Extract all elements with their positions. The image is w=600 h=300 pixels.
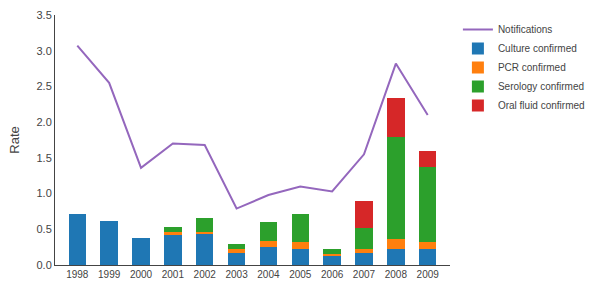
svg-text:2001: 2001 xyxy=(162,269,185,280)
svg-text:Notifications: Notifications xyxy=(498,24,552,35)
svg-text:1998: 1998 xyxy=(66,269,89,280)
svg-text:1.5: 1.5 xyxy=(37,152,52,164)
svg-text:2005: 2005 xyxy=(289,269,312,280)
svg-text:2.0: 2.0 xyxy=(37,116,52,128)
svg-text:0.0: 0.0 xyxy=(37,259,52,271)
svg-text:2009: 2009 xyxy=(417,269,440,280)
svg-text:0.5: 0.5 xyxy=(37,223,52,235)
svg-text:Rate: Rate xyxy=(7,126,22,153)
svg-text:1999: 1999 xyxy=(98,269,121,280)
svg-text:2004: 2004 xyxy=(257,269,280,280)
svg-text:2008: 2008 xyxy=(385,269,408,280)
svg-text:2002: 2002 xyxy=(194,269,217,280)
svg-text:2003: 2003 xyxy=(225,269,248,280)
svg-text:Oral fluid confirmed: Oral fluid confirmed xyxy=(498,100,585,111)
svg-text:2000: 2000 xyxy=(130,269,153,280)
svg-text:2007: 2007 xyxy=(353,269,376,280)
svg-text:Serology confirmed: Serology confirmed xyxy=(498,81,584,92)
svg-text:Culture confirmed: Culture confirmed xyxy=(498,43,577,54)
svg-text:3.0: 3.0 xyxy=(37,45,52,57)
svg-text:PCR confirmed: PCR confirmed xyxy=(498,62,566,73)
svg-text:1.0: 1.0 xyxy=(37,187,52,199)
svg-text:2006: 2006 xyxy=(321,269,344,280)
svg-text:3.5: 3.5 xyxy=(37,9,52,21)
svg-text:2.5: 2.5 xyxy=(37,80,52,92)
